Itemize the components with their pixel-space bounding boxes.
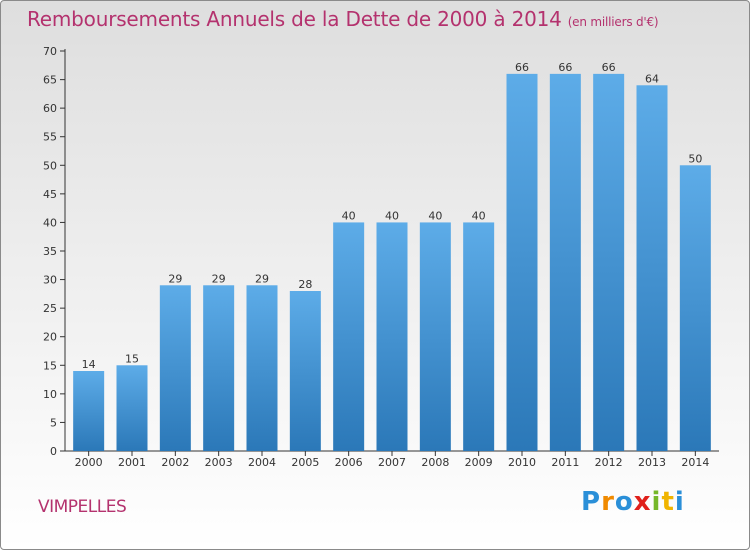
- logo-letter: r: [601, 487, 615, 517]
- data-label-2002: 29: [168, 272, 182, 285]
- data-label-2001: 15: [125, 352, 139, 365]
- data-label-2006: 40: [342, 209, 356, 222]
- data-label-2010: 66: [515, 61, 529, 74]
- logo-letter: P: [581, 487, 602, 517]
- x-tick-label: 2014: [681, 456, 709, 469]
- y-tick-label: 55: [43, 131, 57, 144]
- data-label-2004: 29: [255, 272, 269, 285]
- y-tick-label: 45: [43, 188, 57, 201]
- y-tick-label: 40: [43, 216, 57, 229]
- bar-2007: [376, 222, 408, 451]
- x-tick-label: 2002: [161, 456, 189, 469]
- data-label-2005: 28: [298, 278, 312, 291]
- x-tick-label: 2003: [205, 456, 233, 469]
- data-label-2008: 40: [428, 209, 442, 222]
- chart-subtitle: (en milliers d'€): [567, 15, 659, 29]
- bar-2008: [419, 222, 451, 451]
- bar-2004: [246, 285, 278, 451]
- logo-letter: t: [661, 487, 675, 517]
- chart-title-text: Remboursements Annuels de la Dette de 20…: [27, 7, 562, 31]
- x-tick-label: 2005: [291, 456, 319, 469]
- commune-name: VIMPELLES: [38, 497, 127, 517]
- y-tick-label: 60: [43, 102, 57, 115]
- data-label-2014: 50: [688, 152, 702, 165]
- y-tick-label: 30: [43, 274, 57, 287]
- proxiti-logo: Proxiti: [581, 487, 685, 517]
- logo-letter: x: [633, 487, 652, 517]
- bar-2003: [203, 285, 235, 451]
- y-tick-label: 20: [43, 331, 57, 344]
- x-tick-label: 2012: [595, 456, 623, 469]
- data-label-2003: 29: [212, 272, 226, 285]
- x-axis-labels: 2000 2001 2002 2003 2004 2005 2006 2007 2008 2009…: [75, 451, 709, 469]
- x-tick-label: 2007: [378, 456, 406, 469]
- bar-2009: [463, 222, 495, 451]
- data-label-2009: 40: [472, 209, 486, 222]
- bars: [73, 73, 711, 452]
- bar-2013: [636, 85, 668, 452]
- x-tick-label: 2001: [118, 456, 146, 469]
- logo-letter: i: [651, 487, 662, 517]
- x-tick-label: 2010: [508, 456, 536, 469]
- y-tick-label: 25: [43, 302, 57, 315]
- x-tick-label: 2011: [551, 456, 579, 469]
- x-tick-label: 2006: [335, 456, 363, 469]
- data-labels: 14 15 29 29 29 28 40 40 40 40 66 66 66 64 50: [82, 61, 703, 371]
- y-tick-label: 5: [50, 416, 57, 429]
- data-label-2011: 66: [558, 61, 572, 74]
- y-tick-label: 50: [43, 159, 57, 172]
- y-tick-label: 70: [43, 45, 57, 58]
- bar-2000: [73, 371, 105, 451]
- y-tick-label: 0: [50, 445, 57, 458]
- bar-2002: [159, 285, 191, 451]
- data-label-2012: 66: [602, 61, 616, 74]
- logo-letter: i: [674, 487, 685, 517]
- bar-2014: [679, 165, 711, 452]
- x-tick-label: 2004: [248, 456, 276, 469]
- bar-2006: [333, 222, 365, 451]
- bar-2011: [549, 73, 581, 451]
- x-tick-label: 2008: [421, 456, 449, 469]
- x-tick-label: 2009: [465, 456, 493, 469]
- data-label-2000: 14: [82, 358, 96, 371]
- data-label-2007: 40: [385, 209, 399, 222]
- x-tick-label: 2013: [638, 456, 666, 469]
- x-tick-label: 2000: [75, 456, 103, 469]
- chart-title: Remboursements Annuels de la Dette de 20…: [27, 7, 659, 31]
- data-label-2013: 64: [645, 72, 659, 85]
- y-tick-label: 65: [43, 74, 57, 87]
- bar-2010: [506, 73, 538, 451]
- bar-2012: [593, 73, 625, 451]
- logo-letter: o: [614, 487, 634, 517]
- bar-2001: [116, 365, 148, 451]
- y-tick-label: 35: [43, 245, 57, 258]
- bar-2005: [289, 291, 321, 451]
- y-tick-label: 10: [43, 388, 57, 401]
- y-tick-label: 15: [43, 359, 57, 372]
- y-axis-ticks: 0 5 10 15 20 25 30 35 40 45 50 55 60 65 70: [43, 45, 65, 458]
